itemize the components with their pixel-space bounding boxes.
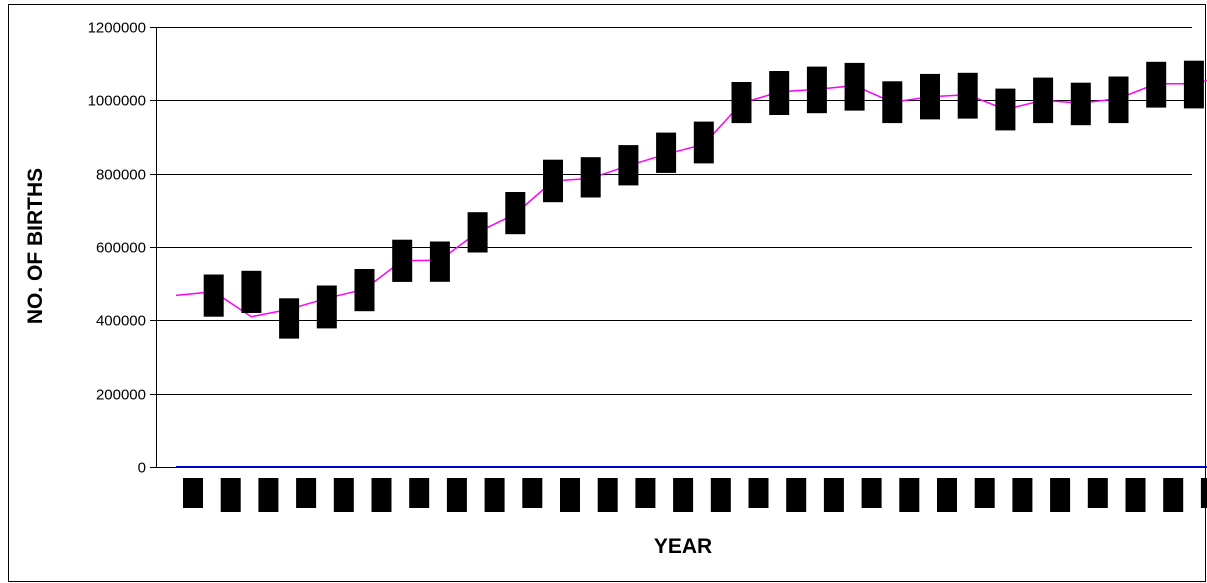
- y-tick-label: 400000: [96, 313, 146, 330]
- y-tick-label: 200000: [96, 387, 146, 404]
- redacted-point-label: [920, 73, 940, 120]
- redacted-x-tick-label: [446, 478, 467, 512]
- redacted-point-label: [505, 192, 526, 235]
- redacted-point-label: [769, 71, 790, 115]
- redacted-point-label: [1070, 82, 1091, 126]
- redacted-x-tick-label: [1163, 478, 1184, 512]
- redacted-point-label: [882, 81, 903, 124]
- redacted-x-tick-label: [1200, 478, 1207, 508]
- redacted-point-label: [844, 62, 865, 111]
- redacted-x-tick-label: [1012, 478, 1033, 512]
- redacted-point-label: [279, 298, 300, 339]
- redacted-point-label: [580, 157, 601, 198]
- redacted-point-label: [1108, 76, 1129, 124]
- redacted-point-label: [618, 145, 639, 186]
- redacted-point-label: [731, 82, 752, 124]
- redacted-x-tick-label: [220, 478, 241, 512]
- y-tick-label: 1000000: [88, 93, 146, 110]
- redacted-point-label: [1146, 61, 1167, 108]
- x-tick-labels-redacted: [183, 478, 1207, 512]
- redacted-x-tick-label: [296, 478, 317, 508]
- redacted-x-tick-label: [823, 478, 844, 512]
- redacted-x-tick-label: [861, 478, 882, 508]
- y-tick-label: 800000: [96, 167, 146, 184]
- redacted-x-tick-label: [937, 478, 957, 512]
- redacted-point-label: [203, 274, 224, 317]
- redacted-point-label: [429, 241, 450, 282]
- redacted-point-label: [354, 269, 375, 312]
- redacted-point-label: [316, 285, 337, 329]
- redacted-point-label: [957, 72, 978, 119]
- redacted-x-tick-label: [1087, 478, 1108, 508]
- redacted-point-label: [543, 159, 563, 203]
- redacted-x-tick-label: [974, 478, 995, 508]
- redacted-x-tick-label: [597, 478, 618, 512]
- redacted-x-tick-label: [371, 478, 392, 512]
- redacted-point-label: [241, 270, 262, 313]
- redacted-x-tick-label: [258, 478, 279, 512]
- redacted-x-tick-label: [183, 478, 203, 508]
- redacted-point-label: [806, 66, 827, 114]
- redacted-x-tick-label: [560, 478, 580, 512]
- redacted-x-tick-label: [786, 478, 807, 512]
- y-tick-label: 1200000: [88, 20, 146, 37]
- redacted-x-tick-label: [748, 478, 769, 508]
- redacted-x-tick-label: [522, 478, 543, 508]
- y-tick-label: 0: [138, 460, 146, 477]
- redacted-point-label: [467, 212, 488, 253]
- redacted-x-tick-label: [409, 478, 430, 508]
- redacted-point-label: [656, 132, 677, 173]
- redacted-x-tick-label: [333, 478, 354, 512]
- redacted-x-tick-label: [1050, 478, 1071, 512]
- redacted-point-label: [392, 239, 413, 282]
- redacted-point-label: [693, 121, 714, 164]
- redacted-point-label: [1183, 60, 1204, 109]
- y-axis-title: NO. OF BIRTHS: [24, 168, 47, 324]
- y-tick-labels: 0 200000 400000 600000 800000 1000000 1200000: [88, 20, 146, 477]
- redacted-x-tick-label: [635, 478, 656, 508]
- redacted-x-tick-label: [710, 478, 731, 512]
- x-axis-title: YEAR: [654, 535, 712, 558]
- redacted-x-tick-label: [673, 478, 694, 512]
- redacted-labels: [203, 60, 1204, 339]
- redacted-point-label: [995, 88, 1016, 131]
- redacted-x-tick-label: [484, 478, 505, 512]
- redacted-x-tick-label: [899, 478, 920, 512]
- y-tick-label: 600000: [96, 240, 146, 257]
- redacted-point-label: [1033, 77, 1054, 124]
- redacted-x-tick-label: [1125, 478, 1146, 512]
